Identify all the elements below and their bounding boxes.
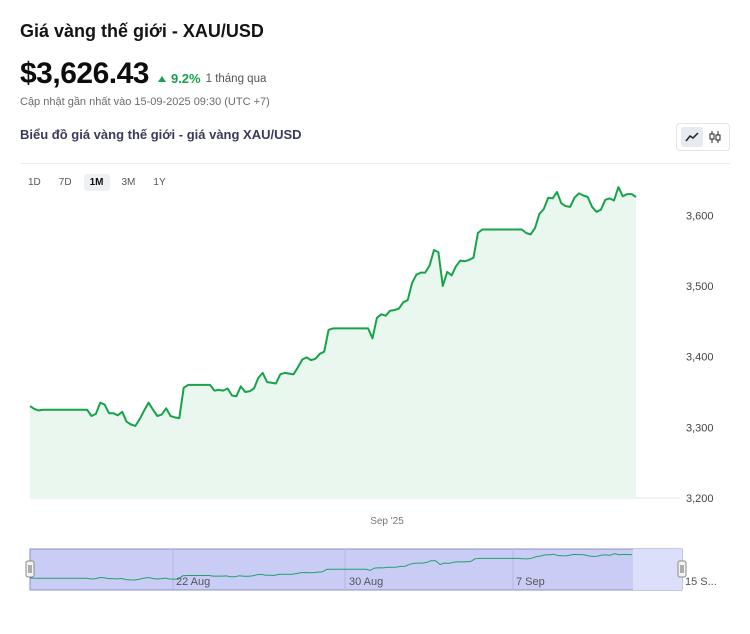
navigator-right-handle[interactable] <box>677 560 687 578</box>
range-navigator <box>29 548 683 591</box>
navigator-date-label: 30 Aug <box>349 576 383 588</box>
page-title: Giá vàng thế giới - XAU/USD <box>20 21 264 41</box>
y-tick-label: 3,300 <box>686 422 714 434</box>
header-divider <box>20 163 730 164</box>
y-tick-label: 3,500 <box>686 281 714 293</box>
range-button-1y[interactable]: 1Y <box>153 177 166 188</box>
candlestick-button[interactable] <box>704 127 726 147</box>
navigator-date-label: 7 Sep <box>516 576 545 588</box>
navigator-right-pad <box>633 549 682 590</box>
change-period: 1 tháng qua <box>205 72 267 85</box>
price-line <box>29 186 637 427</box>
y-tick-label: 3,200 <box>686 493 714 505</box>
price-change: 9.2% 1 tháng qua <box>157 71 267 86</box>
y-tick-label: 3,600 <box>686 210 714 222</box>
line-chart-button[interactable] <box>680 127 703 147</box>
current-price: $3,626.43 <box>20 57 149 90</box>
up-arrow-icon <box>157 75 166 82</box>
candlestick-icon <box>709 131 720 143</box>
navigator-line <box>29 553 633 581</box>
price-row: $3,626.43 9.2% 1 tháng qua <box>20 56 266 92</box>
navigator-date-label: 15 S... <box>685 576 717 588</box>
chart-mode-toggle <box>676 123 730 151</box>
range-button-7d[interactable]: 7D <box>58 177 72 188</box>
range-button-1d[interactable]: 1D <box>28 177 41 188</box>
y-tick-label: 3,400 <box>686 352 714 364</box>
x-tick-label: Sep '25 <box>370 516 404 527</box>
navigator-left-handle[interactable] <box>25 560 35 578</box>
chart-title: Biểu đồ giá vàng thế giới - giá vàng XAU… <box>20 127 302 142</box>
handle-body <box>25 560 35 578</box>
line-chart-icon <box>684 132 699 142</box>
range-button-3m[interactable]: 3M <box>121 177 136 188</box>
navigator-date-label: 22 Aug <box>176 576 210 588</box>
change-percent: 9.2% <box>170 71 201 86</box>
handle-body <box>677 560 687 578</box>
last-updated: Cập nhật gần nhất vào 15-09-2025 09:30 (… <box>20 96 270 108</box>
range-button-1m[interactable]: 1M <box>83 174 110 191</box>
price-area <box>30 187 636 498</box>
range-selector: 1D 7D 1M 3M 1Y <box>22 174 172 191</box>
